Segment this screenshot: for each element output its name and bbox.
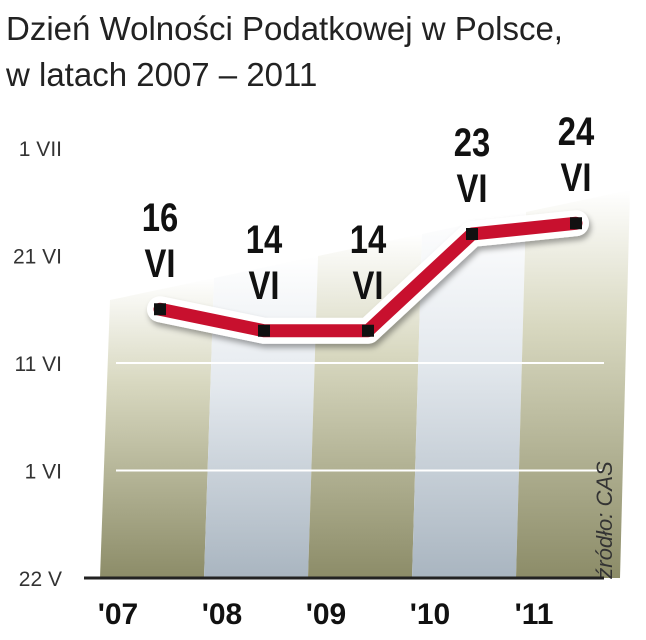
value-label: 23 VI bbox=[453, 121, 491, 211]
x-tick-label: '08 bbox=[202, 598, 243, 631]
point bbox=[258, 324, 270, 337]
y-tick-label: 11 VI bbox=[15, 353, 62, 376]
point bbox=[570, 217, 582, 230]
chart-title: w latach 2007 – 2011 bbox=[5, 56, 317, 93]
chart-title: Dzień Wolności Podatkowej w Polsce, bbox=[6, 10, 563, 47]
x-tick-label: '11 bbox=[515, 598, 554, 631]
column-band bbox=[100, 278, 214, 578]
y-tick-label: 22 V bbox=[19, 568, 62, 591]
x-tick-label: '09 bbox=[306, 598, 347, 631]
value-label: 14 VI bbox=[349, 217, 387, 308]
point bbox=[466, 228, 478, 240]
y-tick-label: 1 VII bbox=[19, 138, 62, 161]
value-label: 16 VI bbox=[141, 196, 179, 287]
y-tick-label: 1 VI bbox=[25, 461, 62, 484]
column-band bbox=[516, 190, 630, 578]
x-tick-label: '07 bbox=[98, 598, 139, 631]
x-tick-label: '10 bbox=[410, 598, 451, 631]
value-label: 14 VI bbox=[245, 217, 283, 308]
point bbox=[362, 324, 374, 337]
source: źródło: CAS bbox=[592, 461, 617, 580]
point bbox=[154, 303, 166, 316]
value-label: 24 VI bbox=[557, 110, 595, 201]
column-band bbox=[412, 212, 526, 578]
y-tick-label: 21 VI bbox=[13, 246, 62, 269]
